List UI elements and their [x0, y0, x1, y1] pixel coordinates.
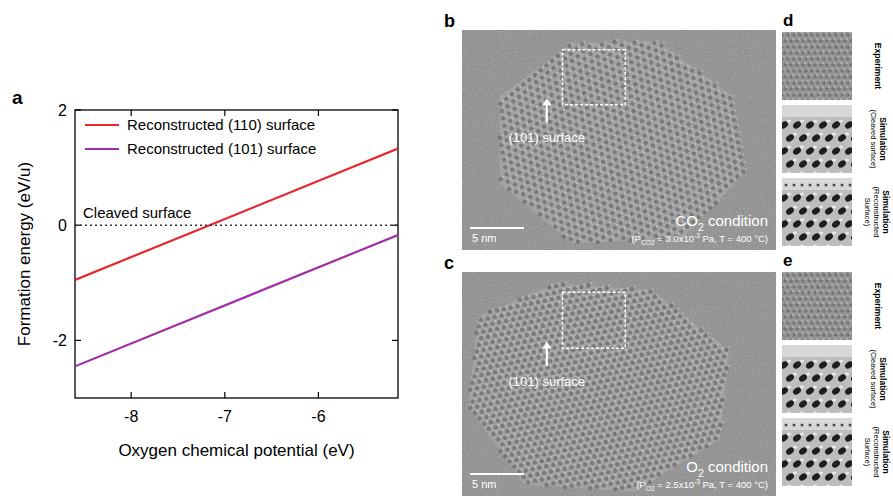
- condition-detail: (PCO2 = 3.0x10-3 Pa, T = 400 °C): [631, 232, 768, 246]
- plot-frame: [75, 110, 398, 398]
- legend-label: Reconstructed (110) surface: [127, 116, 315, 133]
- legend-swatch: [85, 124, 119, 126]
- x-axis-title: Oxygen chemical potential (eV): [118, 441, 354, 460]
- surface-label: (101) surface: [508, 130, 585, 145]
- highlight-box: [562, 50, 625, 105]
- panel-letter: a: [12, 87, 23, 108]
- y-tick-right: [392, 109, 398, 110]
- series-line: [75, 235, 398, 366]
- x-tick: [131, 392, 132, 398]
- x-tick-top: [318, 110, 319, 116]
- series-line: [75, 224, 398, 225]
- tem-background: [462, 272, 776, 496]
- text-part: CO: [675, 212, 698, 229]
- y-tick-label: 2: [58, 102, 67, 119]
- legend-swatch: [85, 148, 119, 150]
- panel-letter: b: [444, 11, 455, 31]
- arrow-head: [542, 98, 551, 105]
- y-tick: [75, 340, 81, 341]
- y-tick: [75, 109, 81, 110]
- x-tick-label: -8: [124, 408, 138, 425]
- text-part: = 3.0x10: [655, 233, 694, 244]
- tem-image: [462, 272, 776, 496]
- tem-noise: [462, 30, 776, 250]
- scale-bar-label: 5 nm: [472, 232, 496, 244]
- reference-label: Cleaved surface: [83, 204, 191, 221]
- plot-area: [75, 149, 398, 367]
- tem-image: [462, 30, 776, 250]
- x-tick-label: -7: [218, 408, 232, 425]
- text-part: (P: [631, 233, 641, 244]
- text-part: CO2: [641, 239, 655, 246]
- condition-title: CO2 condition: [675, 212, 768, 233]
- x-tick: [318, 392, 319, 398]
- figure: a -8 -7 -6 -2 0 2 Oxygen chemical potential (eV…: [0, 0, 893, 504]
- x-tick: [224, 392, 225, 398]
- text-part: condition: [704, 212, 768, 229]
- y-tick-label: -2: [53, 332, 67, 349]
- x-tick-label: -6: [311, 408, 325, 425]
- text-part: Pa, T = 400 °C): [700, 233, 768, 244]
- y-tick-label: 0: [58, 217, 67, 234]
- legend-label: Reconstructed (101) surface: [127, 140, 316, 157]
- panel-letter: c: [444, 253, 454, 273]
- y-axis-title: Formation energy (eV/u): [15, 162, 34, 346]
- tem-background: [462, 30, 776, 250]
- y-tick-right: [392, 340, 398, 341]
- series-line: [75, 149, 398, 280]
- scale-bar: [470, 227, 524, 229]
- arrow-shaft: [546, 103, 548, 122]
